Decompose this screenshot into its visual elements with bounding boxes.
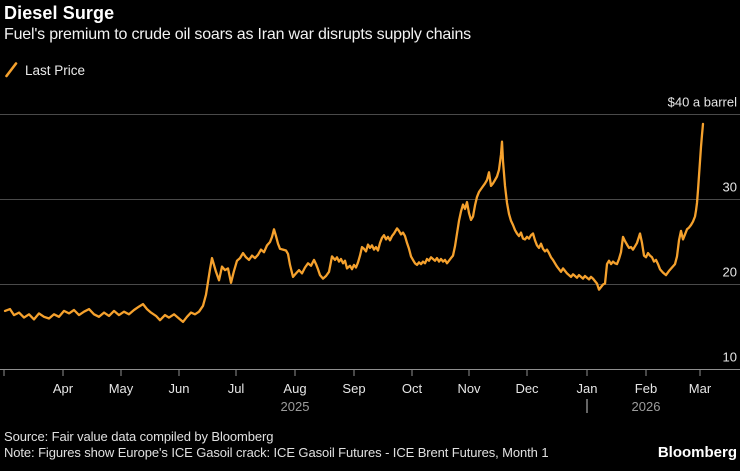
x-tick-label: Jun <box>169 381 190 396</box>
chart-subtitle: Fuel's premium to crude oil soars as Ira… <box>4 26 471 43</box>
last-price-slash-icon <box>5 62 18 78</box>
y-axis-label: 20 <box>723 265 737 280</box>
x-tick-label: Mar <box>689 381 712 396</box>
source-text: Source: Fair value data compiled by Bloo… <box>4 429 274 444</box>
y-axis-label: $40 a barrel <box>668 95 737 110</box>
year-label: 2025 <box>281 399 310 414</box>
year-label: 2026 <box>632 399 661 414</box>
x-tick-label: Nov <box>457 381 481 396</box>
x-tick-label: Dec <box>515 381 539 396</box>
x-tick-label: Aug <box>283 381 306 396</box>
x-tick-label: May <box>109 381 134 396</box>
legend: Last Price <box>4 60 85 80</box>
x-tick-label: Sep <box>342 381 365 396</box>
x-tick-label: Apr <box>53 381 74 396</box>
x-tick-label: Jul <box>228 381 245 396</box>
y-axis-label: 10 <box>723 350 737 365</box>
page-title: Diesel Surge <box>4 3 115 23</box>
x-tick-label: Oct <box>402 381 423 396</box>
x-tick-label: Jan <box>577 381 598 396</box>
note-text: Note: Figures show Europe's ICE Gasoil c… <box>4 445 549 460</box>
bloomberg-logo: Bloomberg <box>657 444 737 461</box>
x-tick-label: Feb <box>635 381 657 396</box>
last-price-line <box>3 122 705 324</box>
y-axis-label: 30 <box>723 180 737 195</box>
legend-label: Last Price <box>25 62 86 78</box>
